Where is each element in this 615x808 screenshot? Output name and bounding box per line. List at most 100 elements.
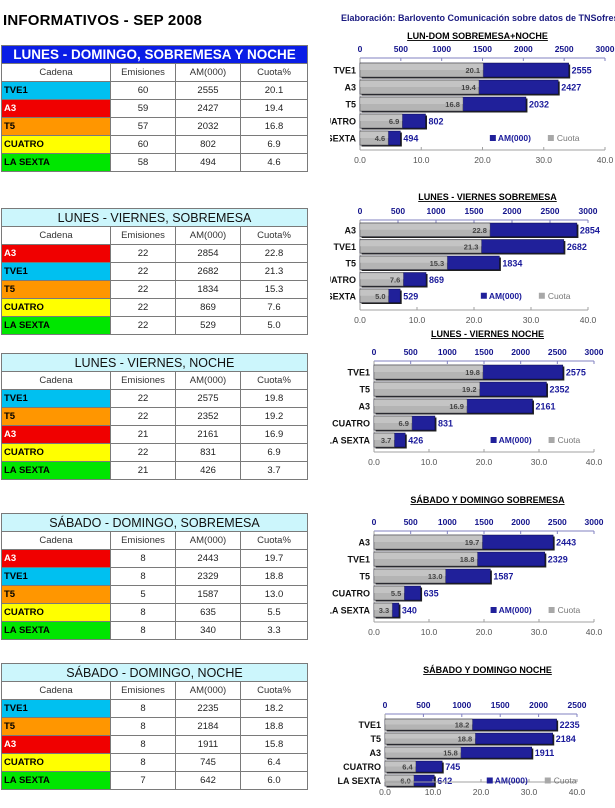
data-label-cuota: 6.9 bbox=[399, 419, 409, 428]
data-label-am: 2443 bbox=[556, 538, 576, 548]
bottom-axis-tick-label: 20.0 bbox=[466, 315, 483, 325]
top-axis-tick-label: 1500 bbox=[473, 44, 492, 54]
bar-cuota-highlight bbox=[374, 434, 395, 440]
cell-cadena: TVE1 bbox=[1, 262, 111, 281]
chart-section-4: SÁBADO Y DOMINGO SOBREMESA 0 500 1000 1500 20… bbox=[330, 485, 615, 644]
cell-cadena: TVE1 bbox=[1, 567, 111, 586]
legend-am-label: AM(000) bbox=[489, 291, 522, 301]
cell-am: 831 bbox=[175, 443, 241, 462]
bar-cuota-highlight bbox=[385, 762, 416, 767]
chart-svg: LUNES - VIERNES NOCHE 0 500 1000 1500 2000 250… bbox=[330, 329, 604, 467]
chart-title: SÁBADO Y DOMINGO SOBREMESA bbox=[410, 495, 565, 505]
cell-am: 1834 bbox=[175, 280, 241, 299]
table-row: A3 59 2427 19.4 bbox=[1, 99, 308, 118]
data-label-am: 1911 bbox=[535, 748, 555, 758]
bar-cuota-highlight bbox=[374, 536, 483, 542]
cell-cuota: 5.0 bbox=[240, 316, 308, 335]
bottom-axis-tick-label: 10.0 bbox=[409, 315, 426, 325]
cell-cuota: 6.0 bbox=[240, 771, 308, 790]
cell-cuota: 6.4 bbox=[240, 753, 308, 772]
cell-cuota: 20.1 bbox=[240, 81, 308, 100]
table-row: T5 5 1587 13.0 bbox=[1, 585, 308, 604]
column-header-cadena: Cadena bbox=[1, 63, 111, 82]
bottom-axis-tick-label: 20.0 bbox=[476, 457, 493, 467]
column-header-cadena: Cadena bbox=[1, 681, 111, 700]
bottom-axis-tick-label: 40.0 bbox=[569, 787, 586, 797]
data-label-am: 529 bbox=[403, 291, 418, 301]
bottom-axis-tick-label: 40.0 bbox=[580, 315, 597, 325]
cell-emisiones: 60 bbox=[110, 81, 176, 100]
data-label-am: 2682 bbox=[567, 242, 587, 252]
cell-cuota: 19.2 bbox=[240, 407, 308, 426]
table-row: LA SEXTA 58 494 4.6 bbox=[1, 153, 308, 172]
table-row: LA SEXTA 8 340 3.3 bbox=[1, 621, 308, 640]
top-axis-tick-label: 2500 bbox=[548, 517, 567, 527]
bottom-axis-tick-label: 10.0 bbox=[425, 787, 442, 797]
cell-emisiones: 8 bbox=[110, 567, 176, 586]
bottom-axis-tick-label: 20.0 bbox=[474, 155, 491, 165]
column-header-cadena: Cadena bbox=[1, 226, 111, 245]
cell-am: 2235 bbox=[175, 699, 241, 718]
data-label-am: 2854 bbox=[580, 225, 600, 235]
chart-title: LUN-DOM SOBREMESA+NOCHE bbox=[407, 31, 548, 41]
category-label: LA SEXTA bbox=[330, 134, 356, 144]
cell-emisiones: 21 bbox=[110, 425, 176, 444]
top-axis-tick-label: 1000 bbox=[438, 347, 457, 357]
cell-am: 2032 bbox=[175, 117, 241, 136]
top-axis-tick-label: 1500 bbox=[465, 206, 484, 216]
bottom-axis-tick-label: 0.0 bbox=[354, 315, 366, 325]
cell-cuota: 13.0 bbox=[240, 585, 308, 604]
bottom-axis-tick-label: 0.0 bbox=[368, 457, 380, 467]
category-label: CUATRO bbox=[343, 762, 381, 772]
data-label-cuota: 19.8 bbox=[465, 368, 480, 377]
cell-cadena: CUATRO bbox=[1, 298, 111, 317]
top-axis-tick-label: 2500 bbox=[555, 44, 574, 54]
cell-cadena: T5 bbox=[1, 585, 111, 604]
bar-cuota-highlight bbox=[360, 273, 404, 280]
data-label-cuota: 16.8 bbox=[445, 100, 460, 109]
data-label-am: 831 bbox=[438, 419, 453, 429]
bottom-axis-tick-label: 30.0 bbox=[521, 787, 538, 797]
category-label: T5 bbox=[345, 258, 356, 268]
cell-cuota: 18.8 bbox=[240, 567, 308, 586]
cell-cadena: A3 bbox=[1, 735, 111, 754]
legend-am-label: AM(000) bbox=[499, 435, 532, 445]
bottom-axis-tick-label: 20.0 bbox=[473, 787, 490, 797]
cell-am: 2184 bbox=[175, 717, 241, 736]
cell-am: 2443 bbox=[175, 549, 241, 568]
legend-cuota-label: Cuota bbox=[558, 605, 581, 615]
category-label: T5 bbox=[345, 100, 356, 110]
table-row: CUATRO 22 869 7.6 bbox=[1, 298, 308, 317]
table-row: LA SEXTA 21 426 3.7 bbox=[1, 461, 308, 480]
legend-am-swatch bbox=[489, 135, 496, 141]
top-axis-tick-label: 2500 bbox=[568, 700, 587, 710]
column-header-am: AM(000) bbox=[175, 681, 241, 700]
data-label-am: 869 bbox=[429, 275, 444, 285]
cell-cuota: 7.6 bbox=[240, 298, 308, 317]
data-label-cuota: 21.3 bbox=[464, 242, 479, 251]
top-axis-tick-label: 500 bbox=[394, 44, 408, 54]
cell-cadena: CUATRO bbox=[1, 135, 111, 154]
category-label: LA SEXTA bbox=[337, 776, 381, 786]
cell-am: 340 bbox=[175, 621, 241, 640]
bar-cuota-highlight bbox=[374, 417, 412, 423]
table-header-row: Cadena Emisiones AM(000) Cuota% bbox=[1, 63, 308, 82]
data-label-cuota: 4.6 bbox=[375, 134, 385, 143]
cell-cuota: 6.9 bbox=[240, 135, 308, 154]
table-title: LUNES - VIERNES, SOBREMESA bbox=[1, 208, 308, 227]
data-label-am: 2427 bbox=[561, 83, 581, 93]
cell-emisiones: 8 bbox=[110, 603, 176, 622]
column-header-emisiones: Emisiones bbox=[110, 226, 176, 245]
top-axis-tick-label: 500 bbox=[391, 206, 405, 216]
data-label-cuota: 3.3 bbox=[379, 606, 389, 615]
category-label: T5 bbox=[359, 385, 370, 395]
table-title-row: LUNES - VIERNES, SOBREMESA bbox=[1, 208, 308, 227]
chart-title: LUNES - VIERNES NOCHE bbox=[431, 329, 544, 339]
top-axis-tick-label: 3000 bbox=[596, 44, 615, 54]
column-header-cuota: Cuota% bbox=[240, 371, 308, 390]
column-header-cuota: Cuota% bbox=[240, 63, 308, 82]
table-title-row: LUNES - VIERNES, NOCHE bbox=[1, 353, 308, 372]
cell-cadena: T5 bbox=[1, 717, 111, 736]
cell-cuota: 22.8 bbox=[240, 244, 308, 263]
category-label: T5 bbox=[359, 572, 370, 582]
